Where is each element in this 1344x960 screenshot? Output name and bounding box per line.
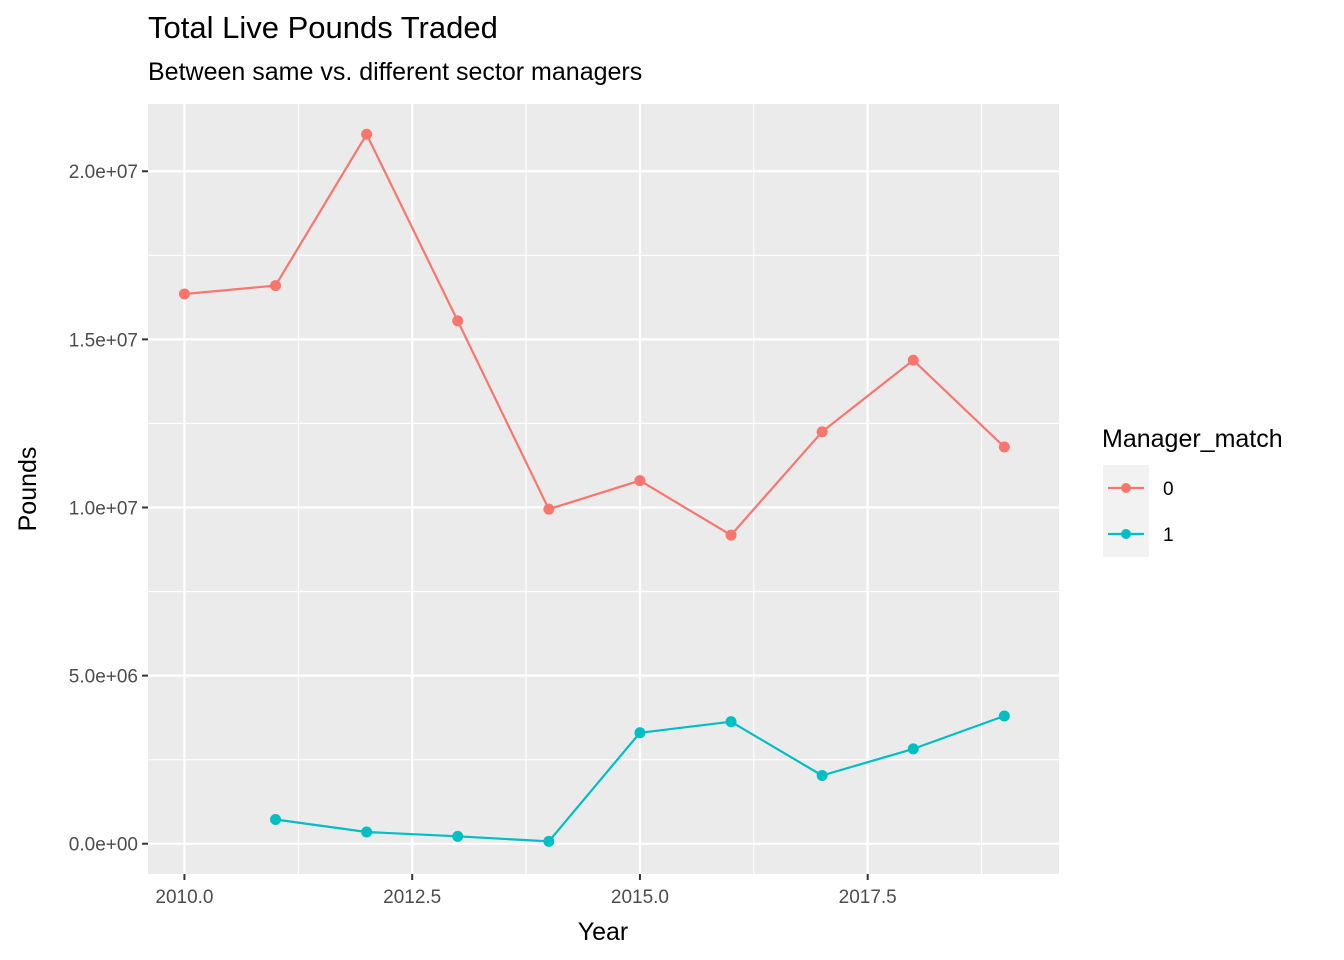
series-point-0 (543, 503, 555, 515)
legend-key-point-0 (1121, 483, 1131, 493)
series-point-0 (816, 426, 828, 438)
series-point-0 (998, 441, 1010, 453)
x-tick-label: 2017.5 (839, 887, 897, 908)
y-axis-title: Pounds (14, 447, 42, 532)
series-point-1 (270, 814, 282, 826)
series-point-1 (634, 727, 646, 739)
series-point-0 (907, 354, 919, 366)
y-tick-label: 0.0e+00 (69, 835, 138, 856)
series-point-0 (178, 288, 190, 300)
y-tick-label: 2.0e+07 (69, 162, 138, 183)
series-layer (178, 128, 1010, 847)
x-axis: 2010.0 2012.5 2015.0 2017.5 (155, 874, 897, 908)
major-gridlines (148, 104, 1059, 874)
x-tick-label: 2012.5 (383, 887, 441, 908)
series-line-0 (184, 133, 1006, 537)
y-tick-label: 5.0e+06 (69, 667, 138, 688)
series-point-0 (725, 529, 737, 541)
series-point-1 (725, 716, 737, 728)
series-point-0 (270, 280, 282, 292)
y-tick-label: 1.5e+07 (69, 330, 138, 351)
x-tick-label: 2010.0 (155, 887, 213, 908)
series-point-0 (634, 475, 646, 487)
legend-label-1: 1 (1163, 525, 1174, 546)
x-tick-label: 2015.0 (611, 887, 669, 908)
y-tick-label: 1.0e+07 (69, 498, 138, 519)
y-axis: 0.0e+00 5.0e+06 1.0e+07 1.5e+07 2.0e+07 (69, 162, 148, 856)
series-point-0 (361, 128, 373, 140)
series-point-1 (907, 743, 919, 755)
legend-key-point-1 (1121, 529, 1131, 539)
x-axis-title: Year (578, 918, 629, 946)
legend-label-0: 0 (1163, 479, 1174, 500)
chart-subtitle: Between same vs. different sector manage… (148, 58, 643, 86)
chart-title: Total Live Pounds Traded (148, 10, 498, 45)
legend-title: Manager_match (1102, 425, 1283, 453)
legend: Manager_match 0 1 (1102, 425, 1283, 557)
series-point-0 (452, 315, 464, 327)
plot-panel (148, 104, 1059, 874)
series-point-1 (998, 710, 1010, 722)
series-point-1 (543, 835, 555, 847)
series-point-1 (452, 830, 464, 842)
series-point-1 (816, 769, 828, 781)
series-point-1 (361, 826, 373, 838)
minor-gridlines (148, 104, 1059, 874)
